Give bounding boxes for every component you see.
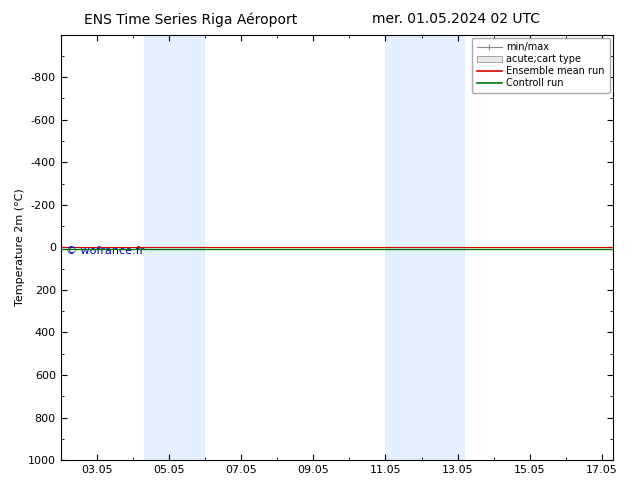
Legend: min/max, acute;cart type, Ensemble mean run, Controll run: min/max, acute;cart type, Ensemble mean … bbox=[472, 38, 610, 93]
Text: mer. 01.05.2024 02 UTC: mer. 01.05.2024 02 UTC bbox=[373, 12, 540, 26]
Y-axis label: Temperature 2m (°C): Temperature 2m (°C) bbox=[15, 189, 25, 306]
Text: ENS Time Series Riga Aéroport: ENS Time Series Riga Aéroport bbox=[84, 12, 297, 27]
Text: © wofrance.fr: © wofrance.fr bbox=[66, 246, 145, 256]
Bar bbox=[144, 35, 205, 460]
Bar bbox=[385, 35, 465, 460]
